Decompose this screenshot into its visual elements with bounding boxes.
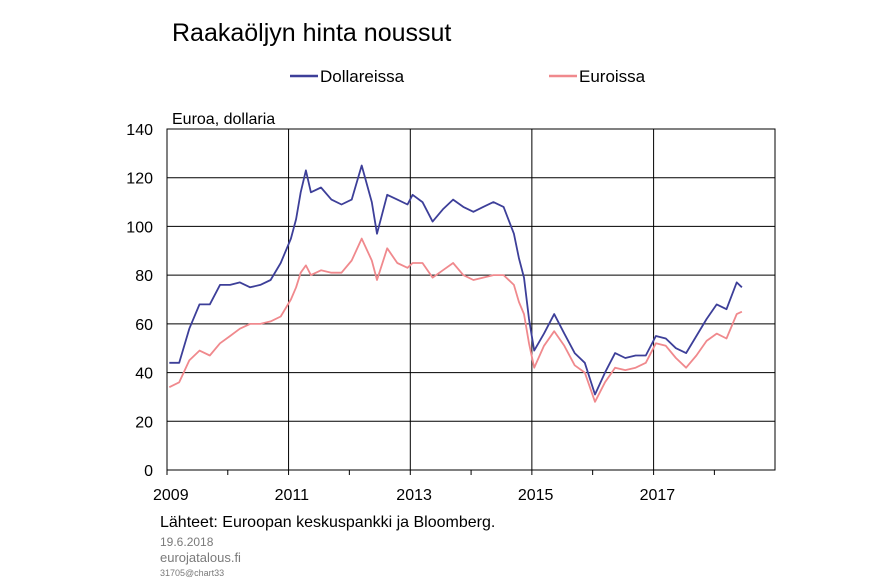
legend-label-dollareissa: Dollareissa — [320, 67, 405, 86]
x-tick-label: 2011 — [275, 487, 310, 504]
source-note: Lähteet: Euroopan keskuspankki ja Bloomb… — [160, 514, 496, 531]
publish-date: 19.6.2018 — [160, 535, 214, 549]
series-line-euroissa — [168, 237, 743, 403]
x-tick-label: 2009 — [153, 487, 189, 504]
y-axis-label: Euroa, dollaria — [172, 111, 275, 128]
y-tick-label: 0 — [144, 463, 153, 480]
legend: Dollareissa Euroissa — [290, 67, 646, 86]
y-tick-label: 100 — [126, 219, 153, 236]
site-name: eurojatalous.fi — [160, 550, 241, 565]
chart-code: 31705@chart33 — [160, 568, 225, 578]
plot-frame — [166, 128, 776, 471]
chart-title: Raakaöljyn hinta noussut — [172, 19, 451, 47]
y-tick-label: 40 — [135, 366, 153, 383]
y-tick-label: 140 — [126, 122, 153, 139]
x-tick-label: 2015 — [518, 487, 554, 504]
y-tick-label: 80 — [135, 268, 153, 285]
x-tick-label: 2013 — [396, 487, 432, 504]
y-tick-label: 60 — [135, 317, 153, 334]
series-line-dollareissa — [169, 164, 743, 396]
y-tick-label: 120 — [126, 171, 153, 188]
y-tick-label: 20 — [135, 414, 153, 431]
x-tick-label: 2017 — [640, 487, 676, 504]
legend-label-euroissa: Euroissa — [579, 67, 646, 86]
